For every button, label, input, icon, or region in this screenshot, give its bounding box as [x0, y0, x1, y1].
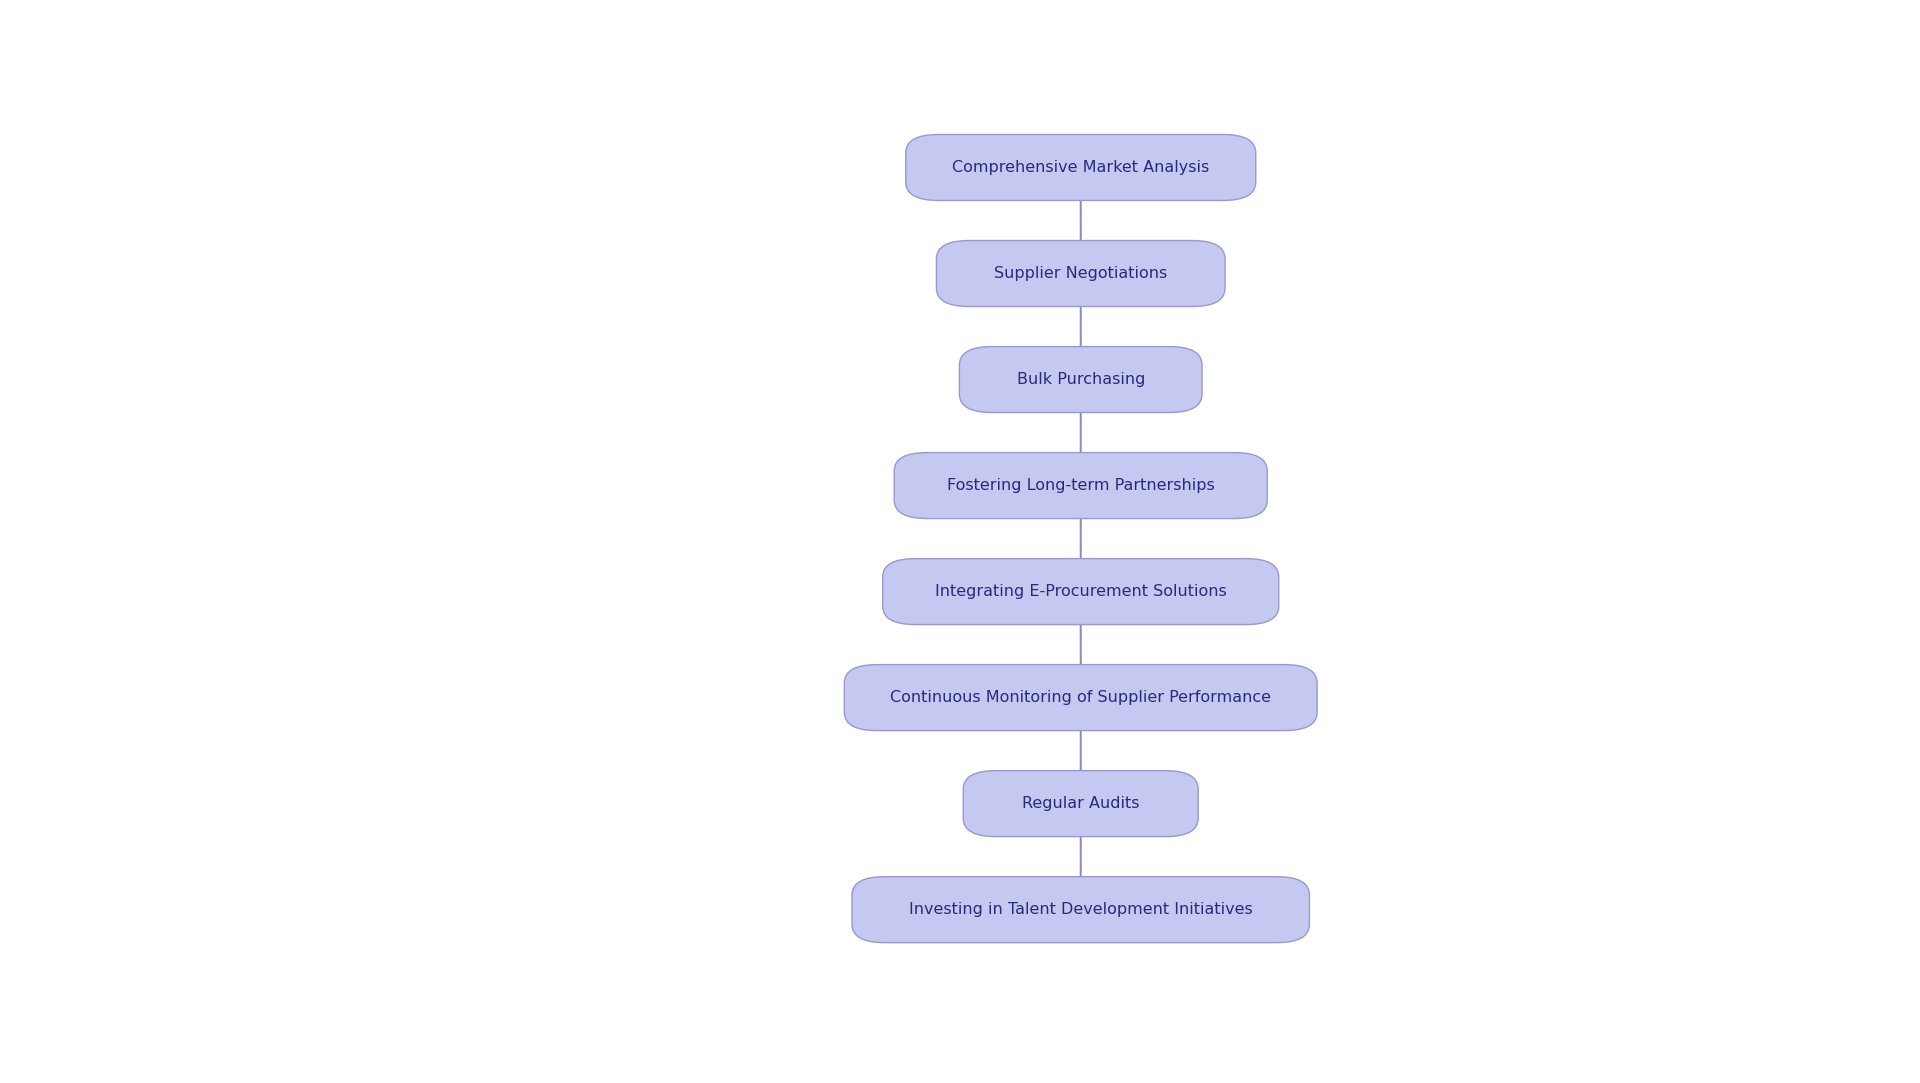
FancyBboxPatch shape [960, 347, 1202, 413]
Text: Comprehensive Market Analysis: Comprehensive Market Analysis [952, 160, 1210, 175]
FancyBboxPatch shape [852, 877, 1309, 942]
Text: Bulk Purchasing: Bulk Purchasing [1016, 373, 1144, 387]
FancyBboxPatch shape [883, 559, 1279, 625]
FancyBboxPatch shape [964, 771, 1198, 836]
FancyBboxPatch shape [895, 453, 1267, 519]
Text: Fostering Long-term Partnerships: Fostering Long-term Partnerships [947, 478, 1215, 493]
Text: Supplier Negotiations: Supplier Negotiations [995, 266, 1167, 280]
Text: Regular Audits: Regular Audits [1021, 796, 1139, 811]
FancyBboxPatch shape [845, 665, 1317, 731]
Text: Investing in Talent Development Initiatives: Investing in Talent Development Initiati… [908, 902, 1252, 917]
FancyBboxPatch shape [937, 240, 1225, 306]
FancyBboxPatch shape [906, 134, 1256, 200]
Text: Integrating E-Procurement Solutions: Integrating E-Procurement Solutions [935, 584, 1227, 599]
Text: Continuous Monitoring of Supplier Performance: Continuous Monitoring of Supplier Perfor… [891, 690, 1271, 705]
